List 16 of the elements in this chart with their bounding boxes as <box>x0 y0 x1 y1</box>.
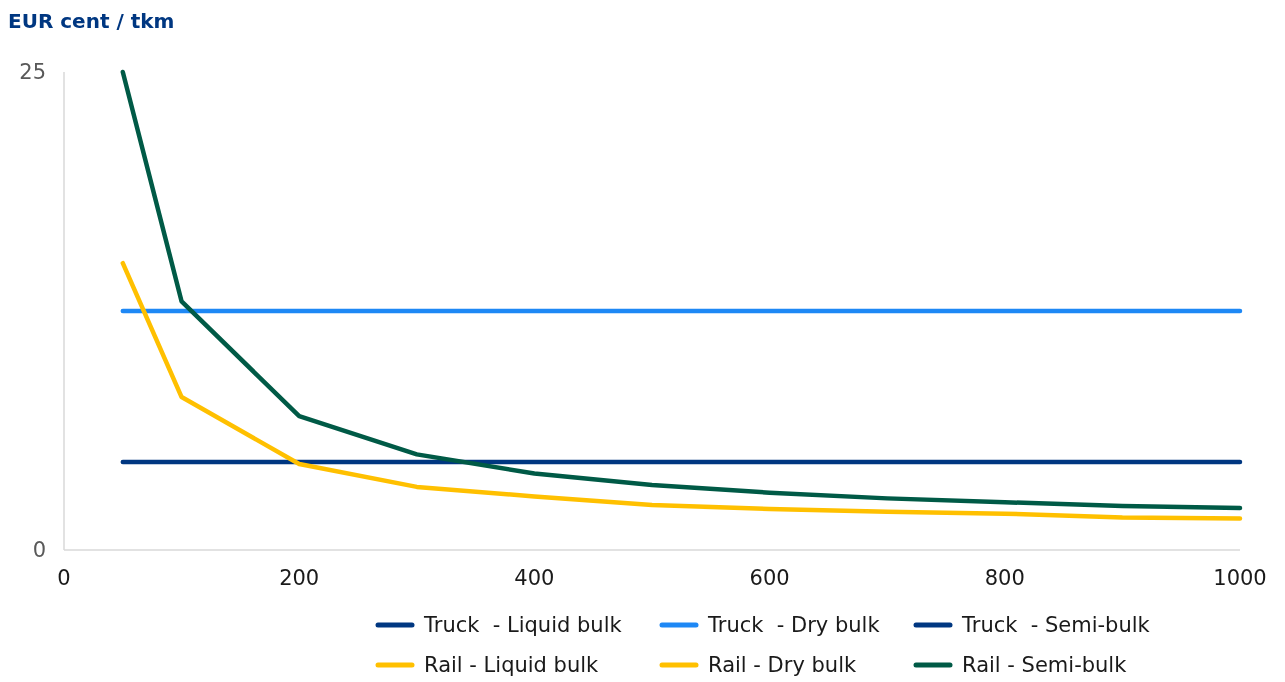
x-tick-label: 1000 <box>1213 566 1267 590</box>
y-tick-label: 25 <box>19 60 46 85</box>
x-tick-label: 400 <box>514 566 555 590</box>
legend-label: Truck - Liquid bulk <box>423 613 623 638</box>
line-series <box>120 260 1243 521</box>
legend-label: Truck - Semi-bulk <box>961 613 1151 638</box>
legend-label: Truck - Dry bulk <box>707 613 881 638</box>
line-series <box>120 69 1243 511</box>
legend-label: Rail - Liquid bulk <box>424 653 600 678</box>
y-axis-title: EUR cent / tkm <box>8 9 175 33</box>
legend-label: Rail - Dry bulk <box>708 653 857 678</box>
x-tick-label: 600 <box>749 566 790 590</box>
legend-label: Rail - Semi-bulk <box>962 653 1128 678</box>
x-tick-label: 200 <box>279 566 320 590</box>
x-tick-label: 800 <box>984 566 1025 590</box>
x-tick-label: 0 <box>57 566 71 590</box>
